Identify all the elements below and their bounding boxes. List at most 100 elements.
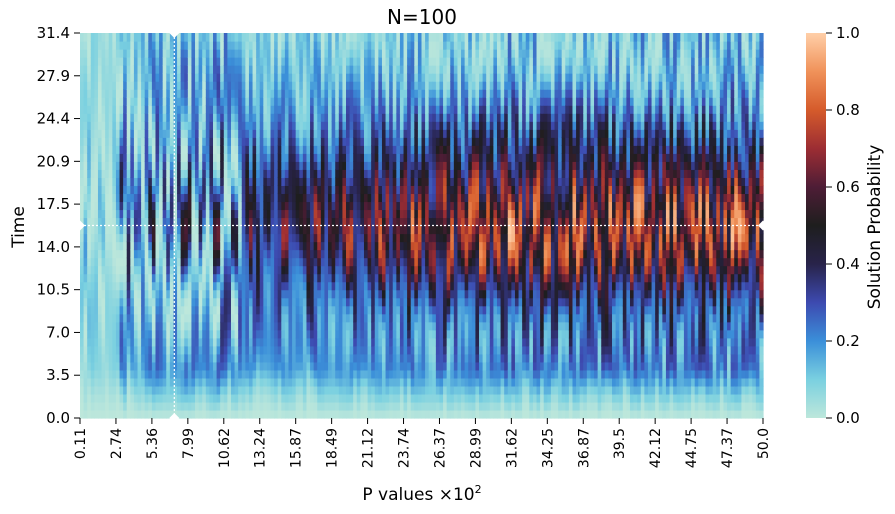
heatmap-cell — [381, 257, 387, 267]
heatmap-cell — [295, 281, 300, 291]
heatmap-cell — [144, 33, 149, 42]
heatmap-cell — [446, 289, 451, 299]
heatmap-cell — [173, 345, 178, 355]
heatmap-cell — [367, 345, 372, 355]
heatmap-cell — [281, 185, 286, 195]
heatmap-cell — [324, 305, 329, 315]
heatmap-cell — [234, 393, 239, 403]
heatmap-cell — [381, 345, 387, 355]
heatmap-cell — [432, 361, 437, 371]
heatmap-cell — [90, 361, 95, 371]
heatmap-cell — [213, 401, 218, 411]
heatmap-cell — [446, 297, 451, 307]
heatmap-cell — [238, 385, 243, 395]
heatmap-cell — [234, 209, 239, 219]
heatmap-cell — [288, 193, 293, 203]
heatmap-cell — [123, 377, 128, 387]
heatmap-cell — [374, 49, 379, 58]
heatmap-cell — [130, 89, 135, 98]
heatmap-cell — [270, 241, 275, 251]
heatmap-cell — [209, 313, 214, 323]
heatmap-cell — [277, 313, 282, 323]
heatmap-cell — [306, 265, 311, 275]
heatmap-cell — [446, 49, 451, 58]
heatmap-cell — [256, 97, 261, 106]
heatmap-cell — [205, 73, 211, 82]
heatmap-cell — [443, 297, 448, 307]
heatmap-cell — [439, 209, 444, 219]
heatmap-cell — [198, 329, 203, 339]
heatmap-cell — [432, 185, 437, 195]
heatmap-cell — [94, 105, 99, 114]
heatmap-cell — [435, 153, 441, 162]
heatmap-cell — [223, 377, 228, 387]
heatmap-cell — [284, 177, 290, 186]
heatmap-cell — [360, 353, 365, 363]
heatmap-cell — [101, 217, 106, 227]
heatmap-cell — [414, 385, 419, 395]
heatmap-cell — [248, 113, 254, 122]
heatmap-cell — [313, 185, 318, 195]
heatmap-cell — [320, 153, 326, 162]
heatmap-cell — [274, 401, 279, 411]
heatmap-cell — [446, 401, 451, 411]
heatmap-cell — [119, 73, 124, 82]
heatmap-cell — [126, 401, 131, 411]
heatmap-cell — [155, 273, 160, 283]
heatmap-cell — [97, 41, 103, 50]
heatmap-cell — [184, 193, 189, 203]
heatmap-cell — [353, 89, 358, 98]
heatmap-cell — [191, 161, 196, 170]
heatmap-cell — [342, 193, 347, 203]
heatmap-cell — [363, 377, 369, 387]
heatmap-cell — [299, 89, 304, 98]
heatmap-cell — [435, 129, 441, 138]
heatmap-cell — [363, 401, 369, 411]
heatmap-cell — [187, 297, 193, 307]
heatmap-cell — [87, 233, 92, 243]
heatmap-cell — [162, 233, 167, 243]
heatmap-cell — [443, 161, 448, 170]
heatmap-cell — [234, 281, 239, 291]
heatmap-cell — [407, 297, 412, 307]
heatmap-cell — [87, 321, 92, 331]
heatmap-cell — [266, 153, 272, 162]
heatmap-cell — [439, 65, 444, 74]
heatmap-cell — [195, 337, 200, 347]
heatmap-cell — [148, 129, 153, 138]
heatmap-cell — [202, 401, 207, 411]
heatmap-cell — [245, 105, 250, 114]
heatmap-cell — [223, 185, 228, 195]
heatmap-cell — [205, 97, 211, 106]
heatmap-cell — [234, 129, 239, 138]
heatmap-cell — [144, 129, 149, 138]
heatmap-cell — [346, 201, 351, 211]
heatmap-cell — [274, 353, 279, 363]
heatmap-cell — [238, 81, 243, 90]
heatmap-cell — [363, 209, 369, 219]
heatmap-cell — [245, 97, 250, 106]
heatmap-cell — [115, 241, 121, 251]
heatmap-cell — [299, 233, 304, 243]
heatmap-cell — [191, 137, 196, 146]
heatmap-cell — [317, 265, 322, 275]
heatmap-cell — [238, 193, 243, 203]
heatmap-cell — [338, 81, 344, 90]
heatmap-cell — [148, 297, 153, 307]
heatmap-cell — [115, 345, 121, 355]
heatmap-cell — [144, 225, 149, 235]
heatmap-cell — [133, 129, 139, 138]
heatmap-cell — [446, 65, 451, 74]
heatmap-cell — [288, 353, 293, 363]
heatmap-cell — [302, 401, 308, 411]
heatmap-cell — [256, 249, 261, 259]
heatmap-cell — [360, 313, 365, 323]
heatmap-cell — [184, 153, 189, 162]
heatmap-cell — [317, 65, 322, 74]
heatmap-cell — [223, 353, 228, 363]
heatmap-cell — [234, 217, 239, 227]
heatmap-cell — [392, 73, 397, 82]
heatmap-cell — [381, 201, 387, 211]
heatmap-cell — [213, 145, 218, 154]
heatmap-cell — [407, 249, 412, 259]
